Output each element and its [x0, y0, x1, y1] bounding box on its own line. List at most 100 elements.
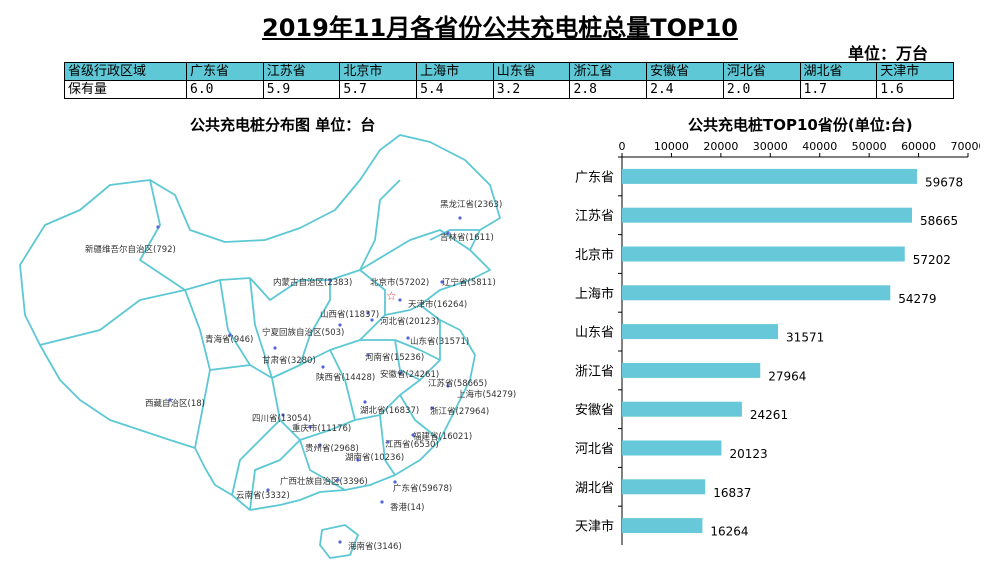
- map-label-hongkong: 香港(14): [390, 502, 424, 513]
- map-label-yunnan: 云南省(3332): [236, 490, 290, 501]
- map-label-qinghai: 青海省(946): [205, 334, 253, 345]
- map-label-xizang: 西藏自治区(18): [145, 398, 205, 409]
- map-label-chongqing: 重庆市(11176): [292, 423, 351, 434]
- map-label-hunan: 湖南省(10236): [345, 452, 404, 463]
- table-header-value: 保有量: [64, 80, 187, 99]
- bar: [622, 518, 703, 534]
- map-label-zhejiang: 浙江省(27964): [430, 406, 489, 417]
- bar: [622, 401, 742, 417]
- table-cell-province: 江苏省: [262, 62, 341, 81]
- bar: [622, 285, 891, 301]
- bar-value-label: 31571: [786, 331, 824, 345]
- x-tick-label: 20000: [703, 140, 738, 153]
- map-label-shaanxi: 陕西省(14428): [316, 372, 375, 383]
- table-cell-province: 安徽省: [646, 62, 724, 81]
- map-title: 公共充电桩分布图 单位：台: [190, 116, 376, 134]
- map-label-hubei: 湖北省(16837): [360, 405, 419, 416]
- map-label-fujian: 福建省(16021): [413, 431, 472, 442]
- x-tick-label: 0: [619, 140, 626, 153]
- x-tick-label: 70000: [951, 140, 981, 153]
- map-label-neimenggu: 内蒙古自治区(2383): [273, 277, 352, 288]
- map-label-guangdong: 广东省(59678): [393, 483, 452, 494]
- category-label: 上海市: [575, 286, 614, 302]
- bar: [622, 207, 912, 223]
- map-label-gansu: 甘肃省(3280): [262, 355, 316, 366]
- map-label-sichuan: 四川省(13054): [252, 413, 311, 424]
- category-label: 天津市: [575, 519, 614, 535]
- chart-title: 公共充电桩TOP10省份(单位:台): [688, 116, 913, 134]
- x-tick-label: 10000: [654, 140, 689, 153]
- map-label-shandong: 山东省(31571): [410, 336, 469, 347]
- bar-value-label: 54279: [898, 292, 936, 306]
- table-row-provinces: 省级行政区域 广东省 江苏省 北京市 上海市 山东省 浙江省 安徽省 河北省 湖…: [64, 62, 954, 81]
- table-cell-province: 山东省: [492, 62, 571, 81]
- china-map: ☆ 黑龙江省(2363) 吉林省(1611) 新疆维吾尔自治区(792) 内蒙古自治区…: [19, 134, 516, 559]
- map-label-beijing: 北京市(57202): [370, 277, 429, 288]
- bar-value-label: 59678: [925, 175, 963, 189]
- category-label: 山东省: [575, 326, 614, 341]
- map-outline: [19, 134, 501, 511]
- bar-value-label: 27964: [768, 369, 806, 383]
- map-label-guangxi: 广西壮族自治区(3396): [280, 476, 368, 487]
- table-row-values: 保有量 6.0 5.9 5.7 5.4 3.2 2.8 2.4 2.0 1.7 …: [64, 80, 954, 99]
- bar-value-label: 57202: [913, 253, 951, 267]
- map-label-shanxi: 山西省(11837): [320, 309, 379, 320]
- map-label-hebei: 河北省(20123): [380, 316, 439, 327]
- category-label: 河北省: [575, 442, 614, 457]
- unit-label: 单位：万台: [847, 44, 928, 63]
- bar-value-label: 20123: [729, 447, 767, 461]
- x-tick-label: 60000: [901, 140, 936, 153]
- bar-value-label: 16837: [713, 486, 751, 500]
- category-label: 江苏省: [575, 208, 614, 224]
- map-label-guizhou: 贵州省(2968): [305, 443, 359, 454]
- bar-value-label: 58665: [920, 214, 958, 228]
- table-cell-province: 河北省: [722, 62, 801, 81]
- table-cell-province: 浙江省: [569, 62, 648, 81]
- map-label-heilongjiang: 黑龙江省(2363): [440, 199, 502, 210]
- table-cell-province: 湖北省: [799, 62, 878, 81]
- table-cell-value: 2.0: [722, 80, 801, 99]
- map-hainan: [319, 524, 359, 559]
- x-tick-label: 30000: [753, 140, 788, 153]
- bar: [622, 440, 722, 456]
- map-label-ningxia: 宁夏回族自治区(503): [262, 327, 344, 338]
- summary-table: 省级行政区域 广东省 江苏省 北京市 上海市 山东省 浙江省 安徽省 河北省 湖…: [64, 62, 954, 99]
- map-label-jiangxi: 江西省(6530): [385, 439, 439, 450]
- page-title: 2019年11月各省份公共充电桩总量TOP10: [262, 14, 738, 42]
- bar: [622, 246, 905, 262]
- map-label-xinjiang: 新疆维吾尔自治区(792): [85, 244, 176, 255]
- table-cell-value: 5.9: [262, 80, 341, 99]
- table-cell-value: 2.8: [569, 80, 648, 99]
- map-label-tianjin: 天津市(16264): [408, 299, 467, 310]
- table-cell-province: 天津市: [876, 62, 954, 81]
- category-label: 北京市: [575, 247, 614, 263]
- category-label: 安徽省: [575, 403, 614, 418]
- map-label-anhui: 安徽省(24261): [380, 369, 439, 380]
- map-label-liaoning: 辽宁省(5811): [442, 277, 496, 288]
- table-cell-value: 5.7: [339, 80, 418, 99]
- category-label: 湖北省: [575, 481, 614, 496]
- map-label-hainan: 海南省(3146): [348, 541, 402, 552]
- x-tick-label: 50000: [852, 140, 887, 153]
- table-cell-value: 1.6: [876, 80, 954, 99]
- table-cell-value: 5.4: [416, 80, 494, 99]
- table-header-province: 省级行政区域: [64, 62, 187, 81]
- table-cell-value: 6.0: [186, 80, 264, 99]
- map-label-jiangsu: 江苏省(58665): [428, 378, 487, 389]
- bar-value-label: 16264: [710, 525, 748, 539]
- bar-value-label: 24261: [750, 408, 788, 422]
- bar: [622, 324, 779, 340]
- bar: [622, 479, 706, 495]
- bar: [622, 168, 917, 184]
- category-label: 广东省: [575, 170, 614, 185]
- map-label-henan: 河南省(15236): [365, 352, 424, 363]
- x-tick-label: 40000: [802, 140, 837, 153]
- bar: [622, 362, 761, 378]
- capital-star-icon: ☆: [386, 289, 397, 303]
- table-cell-province: 北京市: [339, 62, 418, 81]
- table-cell-value: 1.7: [799, 80, 878, 99]
- bar-chart: 0 10000 20000 30000 40000 50000 60000 70000 广东省…: [575, 140, 981, 545]
- table-cell-province: 广东省: [186, 62, 264, 81]
- map-label-shanghai: 上海市(54279): [457, 389, 516, 400]
- table-cell-value: 3.2: [492, 80, 571, 99]
